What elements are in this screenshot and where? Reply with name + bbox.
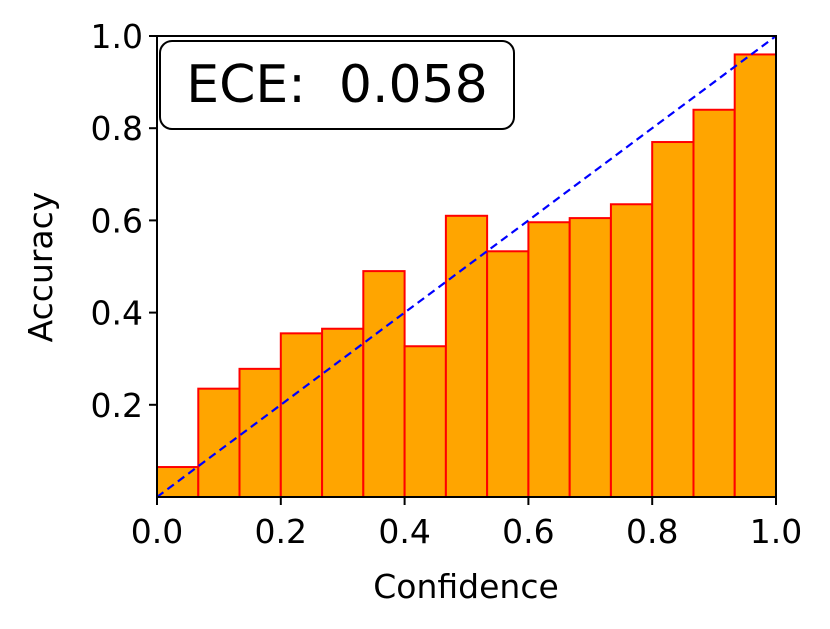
y-tick-label-2: 0.6 xyxy=(91,201,143,240)
x-tick-label-4: 0.8 xyxy=(626,512,678,551)
y-tick-label-3: 0.8 xyxy=(91,109,143,148)
bar-12 xyxy=(651,141,695,498)
bar-14 xyxy=(733,53,778,498)
y-axis-title: Accuracy xyxy=(21,192,60,343)
x-axis-title: Confidence xyxy=(373,567,559,606)
x-axis-ticks: 0.0 0.2 0.4 0.6 0.8 1.0 xyxy=(131,497,802,551)
perfect-calibration-line xyxy=(156,35,777,498)
bar-13 xyxy=(692,108,736,498)
bar-2 xyxy=(238,367,282,499)
bar-3 xyxy=(279,332,324,498)
bar-10 xyxy=(568,217,612,498)
x-tick-label-1: 0.2 xyxy=(255,512,307,551)
bar-11 xyxy=(609,203,654,498)
x-tick-label-3: 0.6 xyxy=(502,512,554,551)
bar-6 xyxy=(403,345,447,498)
y-tick-label-4: 1.0 xyxy=(91,17,143,56)
y-axis-ticks: 0.2 0.4 0.6 0.8 1.0 xyxy=(91,17,157,425)
bar-5 xyxy=(362,270,406,498)
ece-box xyxy=(159,40,515,130)
bar-1 xyxy=(197,387,241,499)
bar-7 xyxy=(444,214,489,498)
bars-group xyxy=(156,53,778,499)
y-tick-label-1: 0.4 xyxy=(91,294,143,333)
x-tick-label-2: 0.4 xyxy=(378,512,430,551)
x-tick-label-0: 0.0 xyxy=(131,512,183,551)
bar-8 xyxy=(486,250,530,498)
bar-9 xyxy=(527,221,571,499)
x-tick-label-5: 1.0 xyxy=(750,512,802,551)
ece-label: ECE: 0.058 xyxy=(186,55,487,115)
bar-4 xyxy=(321,327,365,498)
plot-frame xyxy=(156,35,777,498)
y-tick-label-0: 0.2 xyxy=(91,386,143,425)
ece-annotation: ECE: 0.058 xyxy=(159,40,515,130)
